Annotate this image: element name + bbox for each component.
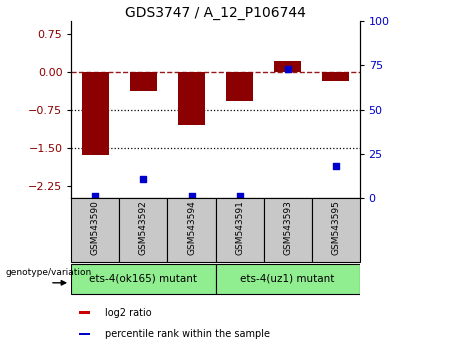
Text: GSM543593: GSM543593	[283, 200, 292, 255]
Bar	[71, 264, 215, 294]
Text: GSM543590: GSM543590	[91, 200, 100, 255]
Text: ets-4(ok165) mutant: ets-4(ok165) mutant	[89, 274, 197, 284]
Text: GSM543592: GSM543592	[139, 200, 148, 255]
Point	[92, 194, 99, 199]
Bar	[71, 198, 119, 262]
Title: GDS3747 / A_12_P106744: GDS3747 / A_12_P106744	[125, 6, 306, 20]
Text: GSM543594: GSM543594	[187, 200, 196, 255]
Bar	[178, 72, 205, 125]
Text: genotype/variation: genotype/variation	[6, 268, 92, 276]
Bar	[79, 333, 90, 336]
Bar	[274, 61, 301, 72]
Bar	[322, 72, 349, 81]
Point	[140, 176, 147, 182]
Text: log2 ratio: log2 ratio	[106, 308, 152, 318]
Bar	[312, 198, 360, 262]
Bar	[215, 198, 264, 262]
Point	[332, 164, 339, 169]
Text: ets-4(uz1) mutant: ets-4(uz1) mutant	[240, 274, 335, 284]
Text: percentile rank within the sample: percentile rank within the sample	[106, 329, 271, 339]
Bar	[79, 311, 90, 314]
Bar	[215, 264, 360, 294]
Bar	[130, 72, 157, 91]
Point	[284, 66, 291, 72]
Bar	[82, 72, 109, 155]
Text: GSM543595: GSM543595	[331, 200, 340, 255]
Bar	[167, 198, 215, 262]
Bar	[119, 198, 167, 262]
Text: GSM543591: GSM543591	[235, 200, 244, 255]
Point	[236, 194, 243, 199]
Bar	[264, 198, 312, 262]
Bar	[226, 72, 253, 101]
Point	[188, 194, 195, 199]
